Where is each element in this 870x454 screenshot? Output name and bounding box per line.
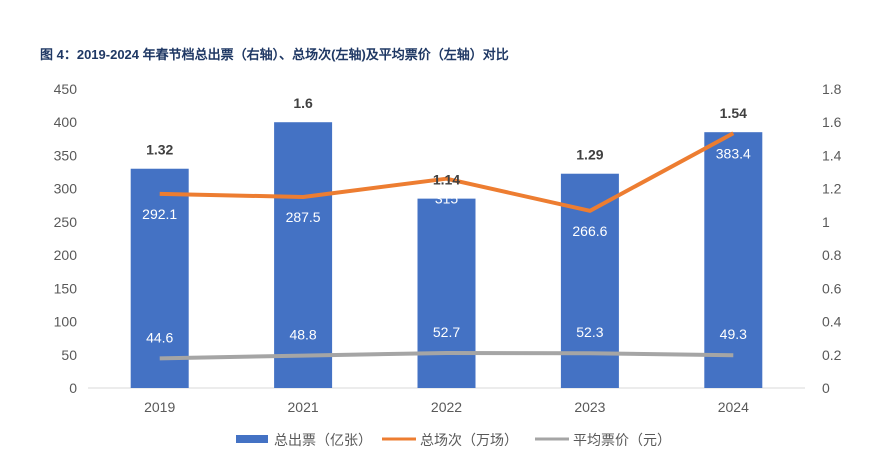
x-tick-label: 2024	[718, 399, 749, 415]
right-tick-label: 1.8	[822, 81, 842, 97]
bar-2019	[130, 168, 189, 388]
bar-data-label: 1.14	[433, 172, 460, 188]
left-tick-label: 200	[54, 247, 78, 263]
left-tick-label: 50	[61, 347, 77, 363]
avg-price-data-label: 52.7	[433, 324, 460, 340]
bar-2024	[704, 132, 763, 388]
right-tick-label: 0.4	[822, 314, 842, 330]
x-tick-label: 2021	[288, 399, 319, 415]
chart-title: 图 4：2019-2024 年春节档总出票（右轴）、总场次(左轴)及平均票价（左…	[40, 47, 509, 62]
x-tick-label: 2019	[144, 399, 175, 415]
bar-data-label: 1.29	[576, 147, 603, 163]
series-line-screenings	[159, 131, 735, 213]
avg-price-data-label: 44.6	[146, 329, 173, 345]
legend-label: 总出票（亿张）	[274, 432, 372, 448]
bar-data-label: 1.54	[720, 105, 747, 121]
bar-data-label: 1.6	[293, 95, 313, 111]
right-tick-label: 0	[822, 380, 830, 396]
left-tick-label: 350	[54, 147, 78, 163]
left-tick-label: 0	[69, 380, 77, 396]
right-tick-label: 1	[822, 214, 830, 230]
series-line-avg-price	[159, 350, 734, 361]
left-tick-label: 300	[54, 181, 78, 197]
screenings-data-label: 315	[435, 191, 459, 207]
avg-price-data-label: 48.8	[289, 327, 316, 343]
x-tick-label: 2023	[574, 399, 605, 415]
right-tick-label: 1.4	[822, 147, 842, 163]
legend-swatch	[236, 435, 268, 443]
left-tick-label: 250	[54, 214, 78, 230]
left-tick-label: 100	[54, 314, 78, 330]
screenings-data-label: 266.6	[572, 223, 607, 239]
left-tick-label: 150	[54, 280, 78, 296]
left-tick-label: 400	[54, 114, 78, 130]
right-tick-label: 0.6	[822, 280, 842, 296]
right-tick-label: 1.6	[822, 114, 842, 130]
left-tick-label: 450	[54, 81, 78, 97]
legend-label: 总场次（万场）	[420, 432, 518, 448]
right-tick-label: 0.2	[822, 347, 842, 363]
screenings-data-label: 292.1	[142, 206, 177, 222]
avg-price-data-label: 52.3	[576, 324, 603, 340]
legend-label: 平均票价（元）	[573, 432, 671, 448]
bar-2022	[417, 198, 476, 388]
bar-data-label: 1.32	[146, 142, 173, 158]
avg-price-data-label: 49.3	[720, 326, 747, 342]
screenings-data-label: 383.4	[716, 145, 751, 161]
right-tick-label: 1.2	[822, 181, 842, 197]
right-tick-label: 0.8	[822, 247, 842, 263]
bar-2021	[274, 122, 333, 388]
x-tick-label: 2022	[431, 399, 462, 415]
screenings-data-label: 287.5	[286, 209, 321, 225]
